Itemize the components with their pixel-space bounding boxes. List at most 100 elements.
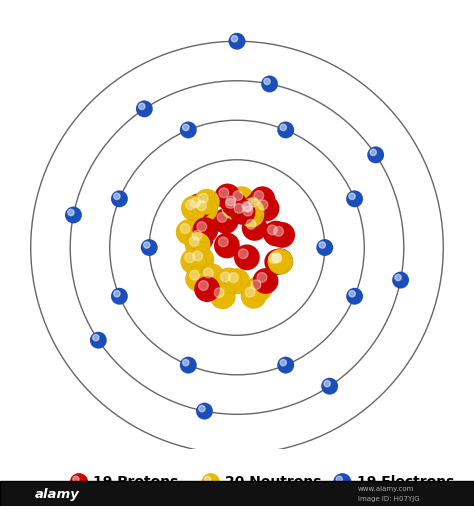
Circle shape	[267, 248, 293, 274]
Circle shape	[280, 124, 286, 131]
Circle shape	[141, 239, 157, 256]
Circle shape	[336, 476, 342, 482]
Circle shape	[111, 190, 128, 207]
Circle shape	[333, 473, 352, 492]
Circle shape	[234, 204, 244, 213]
Circle shape	[263, 221, 289, 247]
Text: 20 Neutrons: 20 Neutrons	[225, 475, 321, 489]
Circle shape	[248, 197, 258, 207]
Circle shape	[224, 268, 250, 294]
Circle shape	[238, 249, 248, 258]
Circle shape	[234, 245, 260, 270]
Circle shape	[250, 186, 275, 212]
Circle shape	[214, 288, 224, 298]
Circle shape	[199, 281, 209, 291]
Text: Image ID: H07YJG: Image ID: H07YJG	[358, 496, 419, 502]
Circle shape	[264, 249, 290, 275]
Circle shape	[346, 288, 363, 305]
Circle shape	[239, 198, 264, 224]
Circle shape	[226, 199, 235, 208]
Circle shape	[220, 272, 230, 282]
Circle shape	[272, 253, 282, 263]
Circle shape	[196, 403, 213, 419]
Circle shape	[191, 198, 200, 208]
Circle shape	[65, 207, 82, 223]
Circle shape	[267, 225, 277, 235]
Circle shape	[182, 359, 189, 366]
Circle shape	[242, 215, 267, 241]
Circle shape	[180, 357, 197, 373]
Circle shape	[68, 209, 74, 216]
Circle shape	[321, 378, 338, 394]
Circle shape	[247, 276, 273, 301]
Circle shape	[180, 224, 190, 234]
Circle shape	[254, 195, 279, 221]
Circle shape	[217, 212, 227, 222]
Circle shape	[199, 264, 225, 290]
Circle shape	[226, 196, 236, 206]
Circle shape	[194, 189, 220, 215]
Circle shape	[197, 201, 206, 210]
Circle shape	[349, 291, 355, 297]
Circle shape	[199, 193, 208, 203]
Circle shape	[228, 33, 246, 50]
Circle shape	[201, 473, 220, 492]
Circle shape	[237, 197, 264, 223]
Circle shape	[189, 236, 199, 246]
Circle shape	[222, 192, 247, 217]
Text: 19 Protons: 19 Protons	[93, 475, 179, 489]
Circle shape	[395, 275, 401, 281]
Circle shape	[185, 253, 195, 263]
Circle shape	[73, 476, 79, 482]
Circle shape	[192, 231, 202, 240]
Circle shape	[273, 226, 283, 236]
Circle shape	[197, 222, 207, 232]
Circle shape	[324, 381, 330, 387]
Circle shape	[277, 121, 294, 138]
Circle shape	[194, 276, 220, 302]
Circle shape	[190, 270, 200, 280]
Circle shape	[238, 202, 264, 227]
FancyBboxPatch shape	[0, 449, 474, 507]
Circle shape	[243, 202, 253, 212]
Circle shape	[258, 200, 268, 210]
Circle shape	[269, 222, 295, 248]
Circle shape	[185, 266, 211, 292]
Circle shape	[185, 200, 195, 209]
Circle shape	[204, 476, 210, 482]
FancyBboxPatch shape	[0, 481, 474, 507]
Text: 19 Electrons: 19 Electrons	[356, 475, 454, 489]
Circle shape	[114, 291, 120, 297]
Circle shape	[254, 191, 264, 201]
Circle shape	[230, 199, 255, 225]
Circle shape	[111, 288, 128, 305]
Circle shape	[221, 194, 247, 220]
Circle shape	[176, 219, 201, 245]
Circle shape	[203, 268, 213, 278]
Circle shape	[253, 268, 278, 294]
Circle shape	[216, 268, 242, 293]
Circle shape	[267, 249, 293, 275]
Circle shape	[70, 473, 88, 492]
Circle shape	[228, 273, 238, 282]
Circle shape	[182, 124, 189, 131]
Circle shape	[257, 272, 267, 282]
Circle shape	[219, 237, 228, 247]
Circle shape	[244, 193, 270, 219]
Circle shape	[233, 191, 243, 201]
Circle shape	[264, 78, 270, 85]
Circle shape	[136, 100, 153, 117]
Circle shape	[346, 190, 363, 207]
Circle shape	[214, 233, 240, 258]
Circle shape	[114, 193, 120, 200]
Circle shape	[186, 193, 212, 219]
Circle shape	[181, 195, 207, 221]
Text: www.alamy.com: www.alamy.com	[358, 486, 414, 492]
Circle shape	[319, 242, 326, 248]
Circle shape	[231, 36, 237, 42]
Circle shape	[219, 188, 229, 197]
Circle shape	[139, 103, 145, 110]
Circle shape	[272, 253, 281, 263]
Circle shape	[90, 332, 107, 348]
Circle shape	[370, 149, 376, 156]
